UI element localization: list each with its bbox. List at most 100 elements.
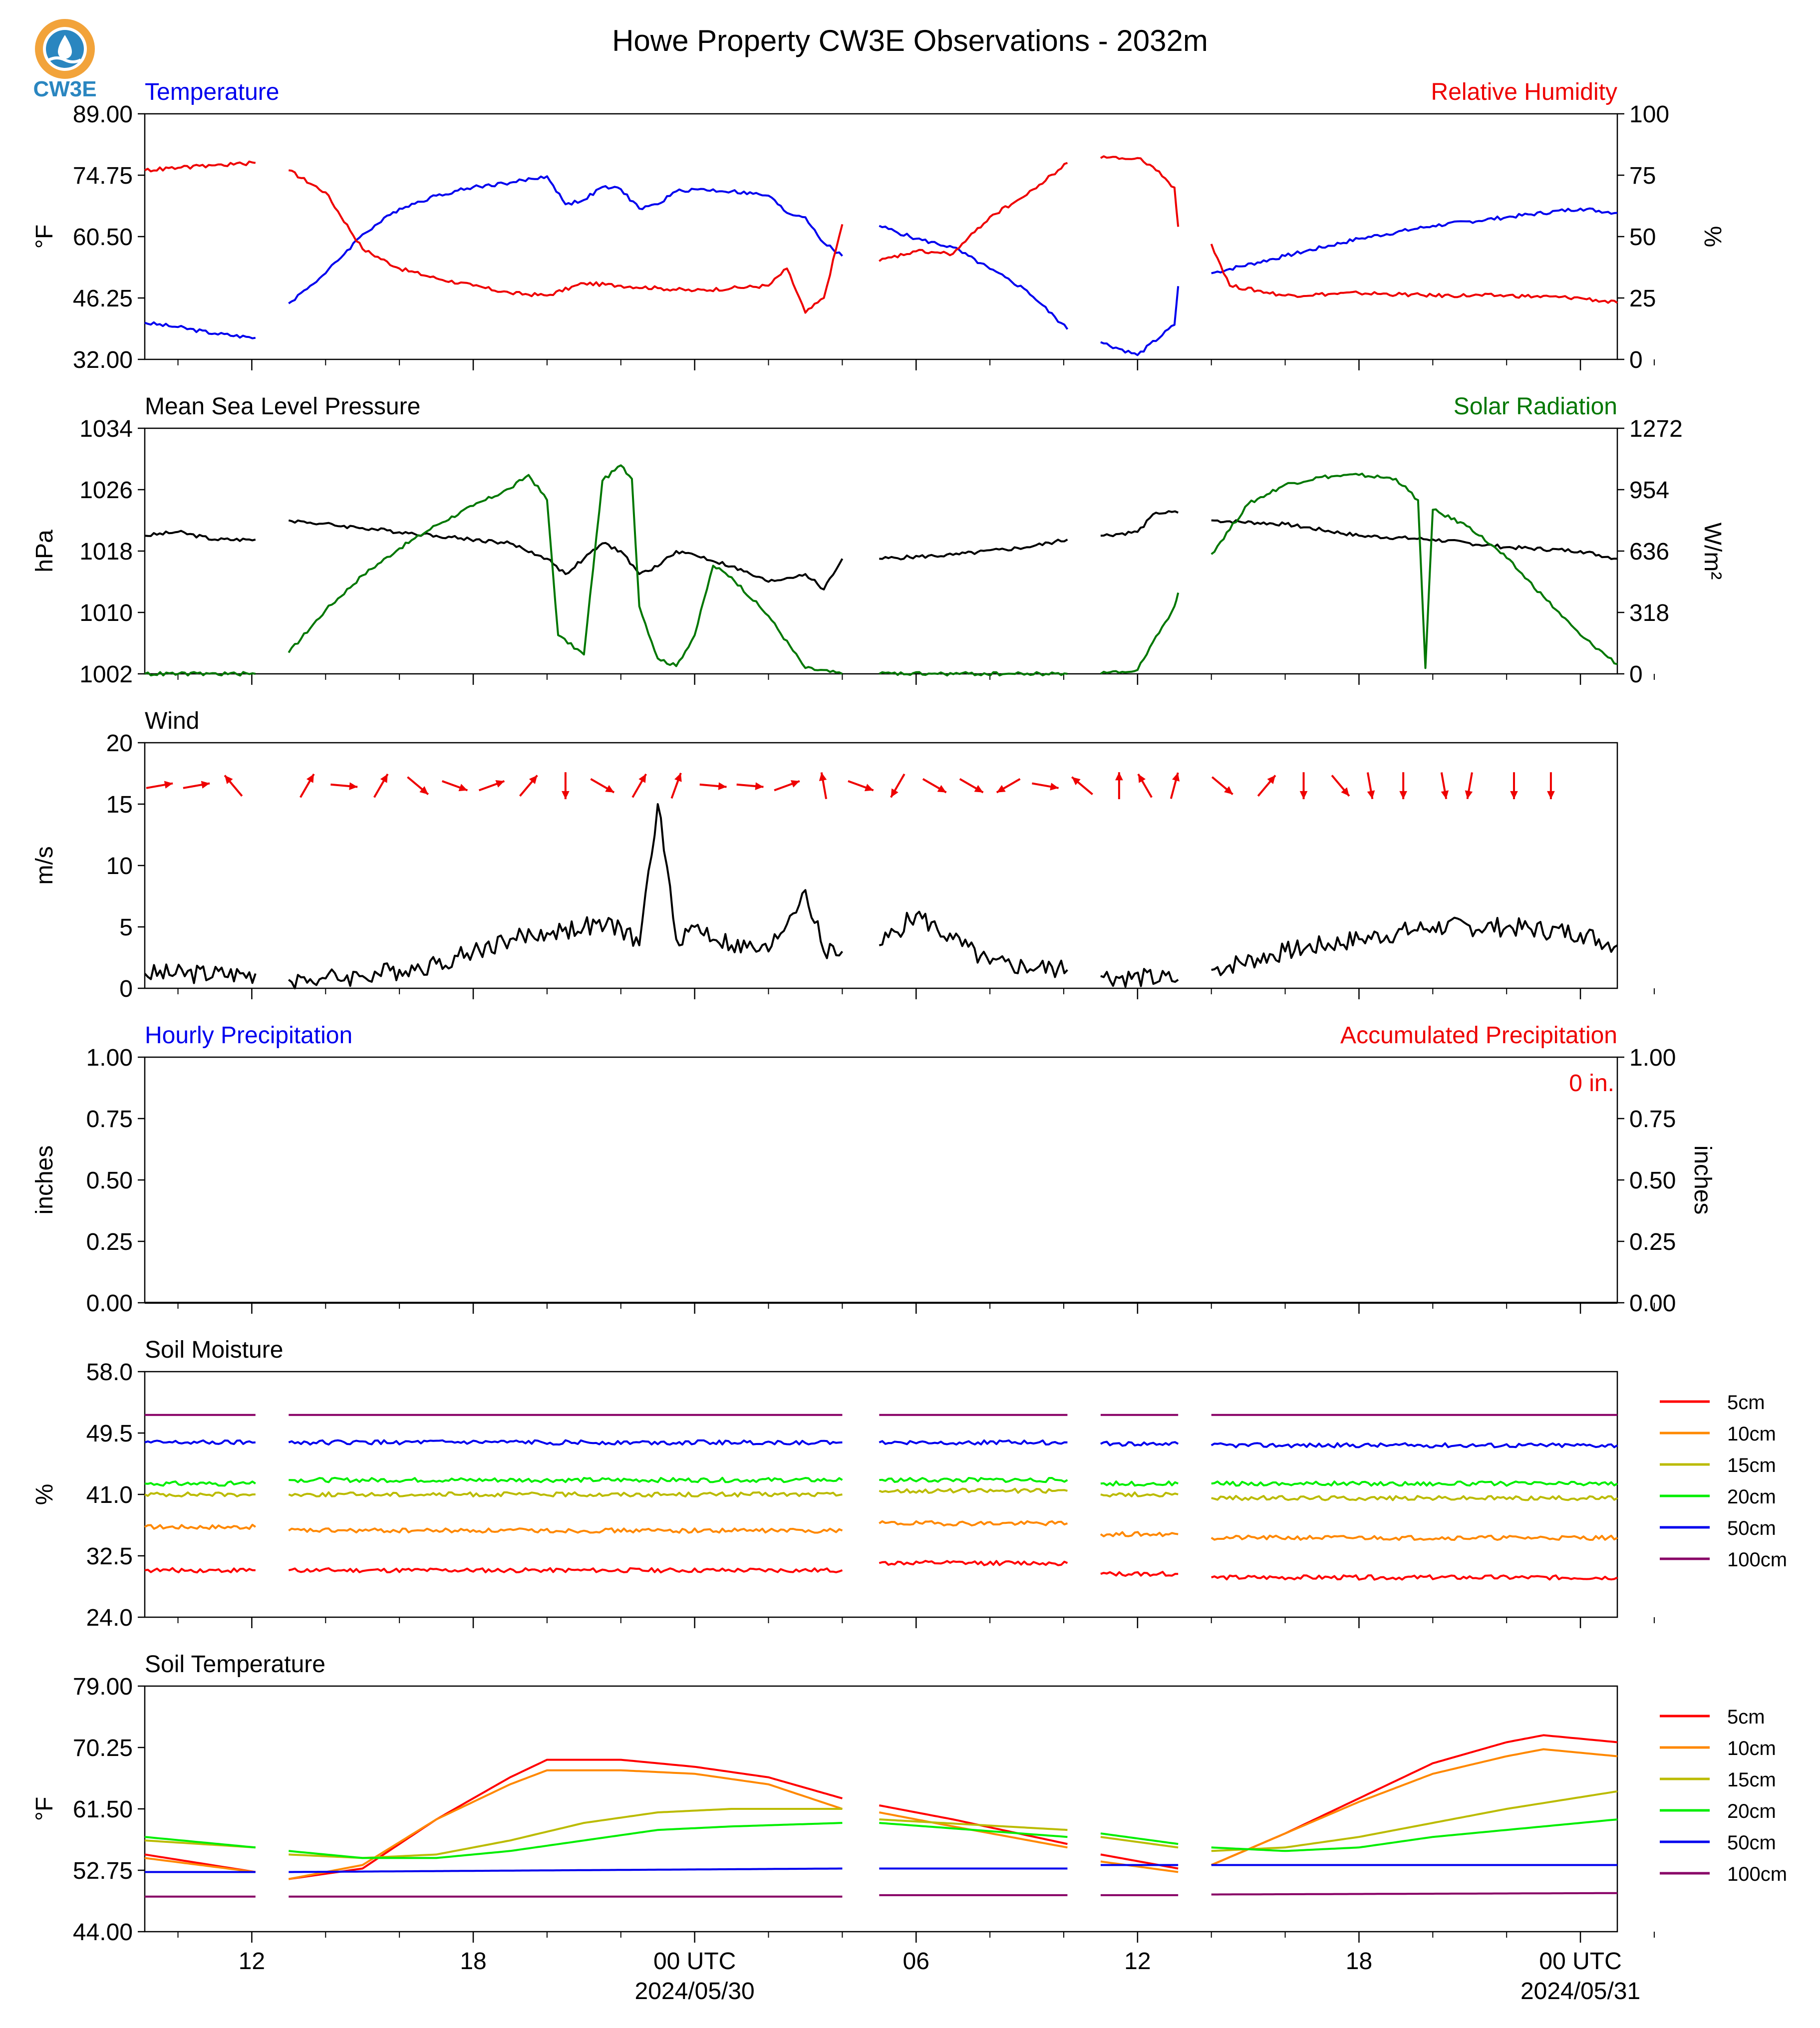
y-tick-label-left: 0: [119, 976, 133, 1002]
series-line-green: [144, 671, 256, 677]
y-tick-label-left: 44.00: [73, 1919, 133, 1946]
soil-moisture-line-20cm: [144, 1480, 256, 1487]
panel-precip: Hourly Precipitation Accumulated Precipit…: [31, 1022, 1716, 1317]
y-tick-label-right: 0.50: [1629, 1167, 1676, 1194]
series-line-5cm: [289, 1758, 843, 1880]
series-line-10cm: [144, 1857, 256, 1873]
panel-title-left: Wind: [145, 708, 199, 734]
y-tick-label-right: 318: [1629, 600, 1669, 626]
series-line-green: [1100, 592, 1180, 675]
y-tick-label-left: 61.50: [73, 1796, 133, 1823]
logo: CW3E: [25, 14, 105, 101]
y-axis-label-left: inches: [31, 1146, 58, 1215]
series-line-50cm: [289, 1867, 843, 1873]
wind-arrow-head: [1441, 790, 1449, 799]
series-line-blue: [1100, 286, 1180, 356]
x-tick-label: 18: [1346, 1948, 1372, 1975]
soil-moisture-line-10cm: [1211, 1534, 1618, 1541]
panel-title-right: Accumulated Precipitation: [1340, 1022, 1617, 1049]
y-tick-label-right: 636: [1629, 539, 1669, 565]
wind-arrow-head: [1367, 790, 1375, 799]
wind-arrow-head: [755, 782, 764, 790]
legend-label-100cm: 100cm: [1727, 1549, 1787, 1571]
series-line-black: [288, 519, 844, 590]
wind-arrow-head: [605, 785, 614, 793]
y-tick-label-left: 1010: [79, 600, 133, 626]
y-tick-label-left: 1026: [79, 477, 133, 504]
wind-arrow-head: [790, 780, 800, 788]
y-axis-label-right: W/m²: [1699, 523, 1726, 580]
series-line-5cm: [1100, 1853, 1179, 1870]
y-tick-label-left: 41.0: [86, 1482, 133, 1508]
panel-title-left: Soil Moisture: [145, 1337, 283, 1363]
y-tick-label-right: 1272: [1629, 416, 1683, 442]
soil-moisture-line-5cm: [144, 1567, 256, 1574]
soil-moisture-line-20cm: [1211, 1480, 1618, 1487]
soil-moisture-line-15cm: [144, 1491, 256, 1497]
legend-label-15cm: 15cm: [1727, 1769, 1776, 1791]
panel-mslp_solar: Mean Sea Level Pressure Solar Radiation 10…: [31, 393, 1726, 688]
y-tick-label-right: 0.75: [1629, 1106, 1676, 1133]
series-line-10cm: [288, 1769, 843, 1880]
legend-label-20cm: 20cm: [1727, 1800, 1776, 1822]
soil-moisture-line-5cm: [1100, 1571, 1179, 1577]
x-date-label: 2024/05/31: [1520, 1978, 1640, 2005]
series-line-red: [289, 169, 844, 314]
y-tick-label-right: 0: [1629, 661, 1643, 688]
soil-moisture-line-50cm: [144, 1439, 256, 1446]
panel-title-left: Soil Temperature: [145, 1651, 325, 1678]
wind-arrow-head: [306, 774, 314, 783]
series-line-blue: [288, 175, 843, 304]
x-tick-label: 18: [460, 1948, 486, 1975]
legend-label-5cm: 5cm: [1727, 1392, 1765, 1414]
series-line-red: [144, 160, 256, 173]
series-line-black: [1100, 968, 1179, 988]
series-line-red: [1100, 155, 1180, 227]
y-tick-label-left: 32.5: [86, 1543, 133, 1570]
series-line-20cm: [144, 1836, 256, 1849]
y-tick-label-left: 1.00: [86, 1045, 133, 1071]
logo-text: CW3E: [33, 77, 96, 101]
wind-arrow-head: [1299, 791, 1308, 800]
y-tick-label-left: 1002: [79, 661, 133, 688]
plot-frame: [144, 427, 1618, 675]
series-line-black: [1100, 510, 1179, 538]
accumulated-precip-value: 0 in.: [1569, 1070, 1614, 1097]
panel-temp_rh: Temperature Relative Humidity 32.00 46.25 60…: [31, 79, 1726, 373]
series-line-black: [1211, 519, 1618, 560]
series-line-blue: [879, 225, 1069, 330]
y-axis-label-left: %: [31, 1484, 58, 1505]
x-tick-label: 06: [903, 1948, 929, 1975]
plot-frame: [144, 1371, 1618, 1618]
legend-label-50cm: 50cm: [1727, 1517, 1776, 1539]
series-line-15cm: [1211, 1790, 1618, 1852]
soil-moisture-line-5cm: [1211, 1574, 1618, 1581]
panel-soil_moisture: Soil Moisture 24.0 32.5 41.0 49.5 58.0% 5cm 10c…: [31, 1337, 1787, 1631]
legend-label-10cm: 10cm: [1727, 1423, 1776, 1445]
y-tick-label-left: 0.25: [86, 1229, 133, 1255]
wind-arrow-head: [419, 786, 428, 795]
soil-moisture-line-50cm: [1211, 1442, 1618, 1449]
soil-moisture-line-20cm: [1100, 1480, 1179, 1487]
wind-arrow-head: [1510, 791, 1518, 800]
series-line-20cm: [1100, 1832, 1179, 1845]
y-tick-label-left: 0.00: [86, 1290, 133, 1317]
series-line-10cm: [1211, 1748, 1618, 1866]
series-line-black: [879, 539, 1068, 561]
wind-arrow-head: [1115, 772, 1123, 781]
legend-label-20cm: 20cm: [1727, 1486, 1776, 1508]
x-date-label: 2024/05/30: [635, 1978, 755, 2005]
series-line-red: [879, 162, 1068, 262]
soil-moisture-line-15cm: [1100, 1491, 1179, 1498]
wind-arrow-head: [1267, 775, 1275, 784]
soil-moisture-line-20cm: [289, 1476, 843, 1483]
plot-frame: [144, 113, 1618, 360]
y-tick-label-left: 70.25: [73, 1735, 133, 1761]
y-tick-label-left: 0.75: [86, 1106, 133, 1133]
panel-wind: Wind 0 5 10 15 20 m/s: [31, 708, 1655, 1002]
series-line-black: [144, 530, 256, 542]
soil-moisture-line-10cm: [879, 1520, 1068, 1527]
x-tick-label: 12: [239, 1948, 265, 1975]
y-tick-label-left: 24.0: [86, 1605, 133, 1631]
